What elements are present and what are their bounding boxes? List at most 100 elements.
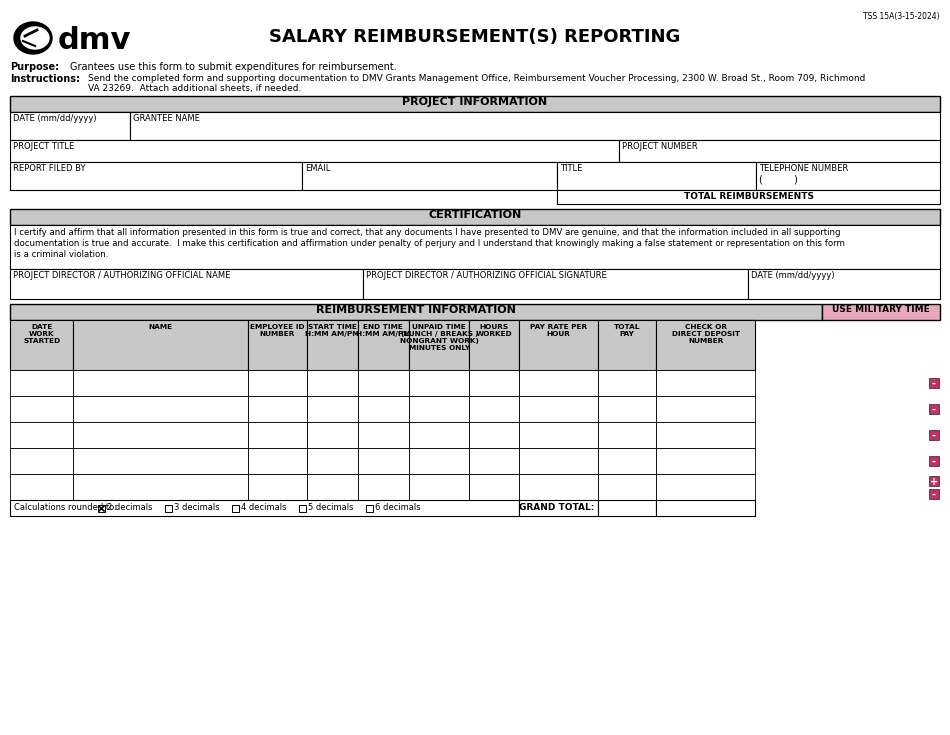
Text: I certify and affirm that all information presented in this form is true and cor: I certify and affirm that all informatio… bbox=[14, 228, 841, 237]
Bar bbox=[469, 422, 519, 448]
Text: GRANTEE NAME: GRANTEE NAME bbox=[133, 114, 200, 123]
Bar bbox=[358, 370, 408, 396]
Bar bbox=[248, 370, 307, 396]
Text: CHECK OR
DIRECT DEPOSIT
NUMBER: CHECK OR DIRECT DEPOSIT NUMBER bbox=[672, 324, 740, 344]
Text: Calculations rounded to:: Calculations rounded to: bbox=[14, 503, 117, 512]
Bar bbox=[307, 422, 358, 448]
Bar bbox=[248, 320, 307, 370]
Bar bbox=[929, 404, 939, 414]
Bar bbox=[10, 370, 73, 396]
Text: Send the completed form and supporting documentation to DMV Grants Management Of: Send the completed form and supporting d… bbox=[88, 74, 865, 83]
Bar bbox=[358, 474, 408, 500]
Text: (          ): ( ) bbox=[759, 174, 798, 184]
Bar bbox=[929, 489, 939, 499]
Text: DATE
WORK
STARTED: DATE WORK STARTED bbox=[23, 324, 60, 344]
Text: REPORT FILED BY: REPORT FILED BY bbox=[13, 164, 86, 173]
Bar bbox=[248, 422, 307, 448]
Text: documentation is true and accurate.  I make this certification and affirmation u: documentation is true and accurate. I ma… bbox=[14, 239, 845, 248]
Bar bbox=[10, 96, 940, 112]
Bar bbox=[656, 320, 755, 370]
Bar bbox=[822, 304, 940, 320]
Bar bbox=[656, 422, 755, 448]
Bar bbox=[557, 190, 940, 204]
Ellipse shape bbox=[21, 27, 49, 49]
Bar bbox=[358, 422, 408, 448]
Text: NAME: NAME bbox=[148, 324, 173, 330]
Bar bbox=[519, 448, 598, 474]
Bar bbox=[10, 112, 130, 140]
Bar bbox=[598, 396, 656, 422]
Text: PAY RATE PER
HOUR: PAY RATE PER HOUR bbox=[530, 324, 587, 337]
Text: TSS 15A(3-15-2024): TSS 15A(3-15-2024) bbox=[864, 12, 940, 21]
Bar bbox=[98, 505, 105, 512]
Bar bbox=[598, 500, 656, 516]
Bar bbox=[73, 474, 248, 500]
Bar bbox=[10, 396, 73, 422]
Bar bbox=[307, 396, 358, 422]
Bar bbox=[363, 269, 748, 299]
Bar bbox=[519, 370, 598, 396]
Bar bbox=[929, 378, 939, 388]
Bar bbox=[10, 269, 363, 299]
Text: -: - bbox=[932, 431, 936, 441]
Text: TELEPHONE NUMBER: TELEPHONE NUMBER bbox=[759, 164, 848, 173]
Bar bbox=[656, 448, 755, 474]
Bar bbox=[73, 370, 248, 396]
Bar bbox=[469, 474, 519, 500]
Text: -: - bbox=[932, 379, 936, 389]
Bar bbox=[408, 320, 469, 370]
Bar bbox=[408, 396, 469, 422]
Text: -: - bbox=[932, 405, 936, 415]
Text: Purpose:: Purpose: bbox=[10, 62, 59, 72]
Bar bbox=[302, 162, 557, 190]
Text: REIMBURSEMENT INFORMATION: REIMBURSEMENT INFORMATION bbox=[316, 305, 516, 315]
Bar bbox=[358, 320, 408, 370]
Bar bbox=[408, 370, 469, 396]
Text: GRAND TOTAL:: GRAND TOTAL: bbox=[520, 503, 595, 512]
Text: 5 decimals: 5 decimals bbox=[308, 503, 353, 512]
Text: TOTAL
PAY: TOTAL PAY bbox=[614, 324, 640, 337]
Bar bbox=[10, 304, 822, 320]
Text: Grantees use this form to submit expenditures for reimbursement.: Grantees use this form to submit expendi… bbox=[70, 62, 397, 72]
Text: PROJECT TITLE: PROJECT TITLE bbox=[13, 142, 74, 151]
Bar bbox=[469, 396, 519, 422]
Text: 2 decimals: 2 decimals bbox=[107, 503, 153, 512]
Bar bbox=[307, 320, 358, 370]
Bar bbox=[248, 448, 307, 474]
Bar bbox=[598, 320, 656, 370]
Text: SALARY REIMBURSEMENT(S) REPORTING: SALARY REIMBURSEMENT(S) REPORTING bbox=[269, 28, 681, 46]
Bar bbox=[756, 162, 940, 190]
Text: TOTAL REIMBURSEMENTS: TOTAL REIMBURSEMENTS bbox=[683, 192, 813, 201]
Text: CERTIFICATION: CERTIFICATION bbox=[428, 210, 522, 220]
Bar bbox=[307, 370, 358, 396]
Bar bbox=[469, 320, 519, 370]
Bar bbox=[656, 370, 755, 396]
Bar bbox=[307, 474, 358, 500]
Bar bbox=[656, 474, 755, 500]
Bar bbox=[656, 500, 755, 516]
Bar bbox=[519, 396, 598, 422]
Text: 4 decimals: 4 decimals bbox=[241, 503, 287, 512]
Bar bbox=[557, 162, 756, 190]
Text: PROJECT DIRECTOR / AUTHORIZING OFFICIAL SIGNATURE: PROJECT DIRECTOR / AUTHORIZING OFFICIAL … bbox=[366, 271, 607, 280]
Bar bbox=[519, 320, 598, 370]
Text: is a criminal violation.: is a criminal violation. bbox=[14, 250, 108, 259]
Bar bbox=[619, 140, 940, 162]
Bar bbox=[10, 162, 302, 190]
Bar bbox=[232, 505, 239, 512]
Bar bbox=[929, 430, 939, 440]
Bar bbox=[10, 500, 519, 516]
Bar bbox=[598, 474, 656, 500]
Bar bbox=[598, 422, 656, 448]
Bar bbox=[10, 474, 73, 500]
Text: START TIME
H:MM AM/PM: START TIME H:MM AM/PM bbox=[305, 324, 359, 337]
Bar bbox=[598, 448, 656, 474]
Text: VA 23269.  Attach additional sheets, if needed.: VA 23269. Attach additional sheets, if n… bbox=[88, 84, 301, 93]
Text: dmv: dmv bbox=[58, 26, 131, 55]
Bar bbox=[408, 474, 469, 500]
Text: USE MILITARY TIME: USE MILITARY TIME bbox=[832, 305, 930, 314]
Text: TITLE: TITLE bbox=[560, 164, 582, 173]
Bar bbox=[519, 422, 598, 448]
Text: UNPAID TIME
(LUNCH / BREAKS /
NONGRANT WORK)
MINUTES ONLY: UNPAID TIME (LUNCH / BREAKS / NONGRANT W… bbox=[400, 324, 479, 351]
Bar bbox=[10, 225, 940, 269]
